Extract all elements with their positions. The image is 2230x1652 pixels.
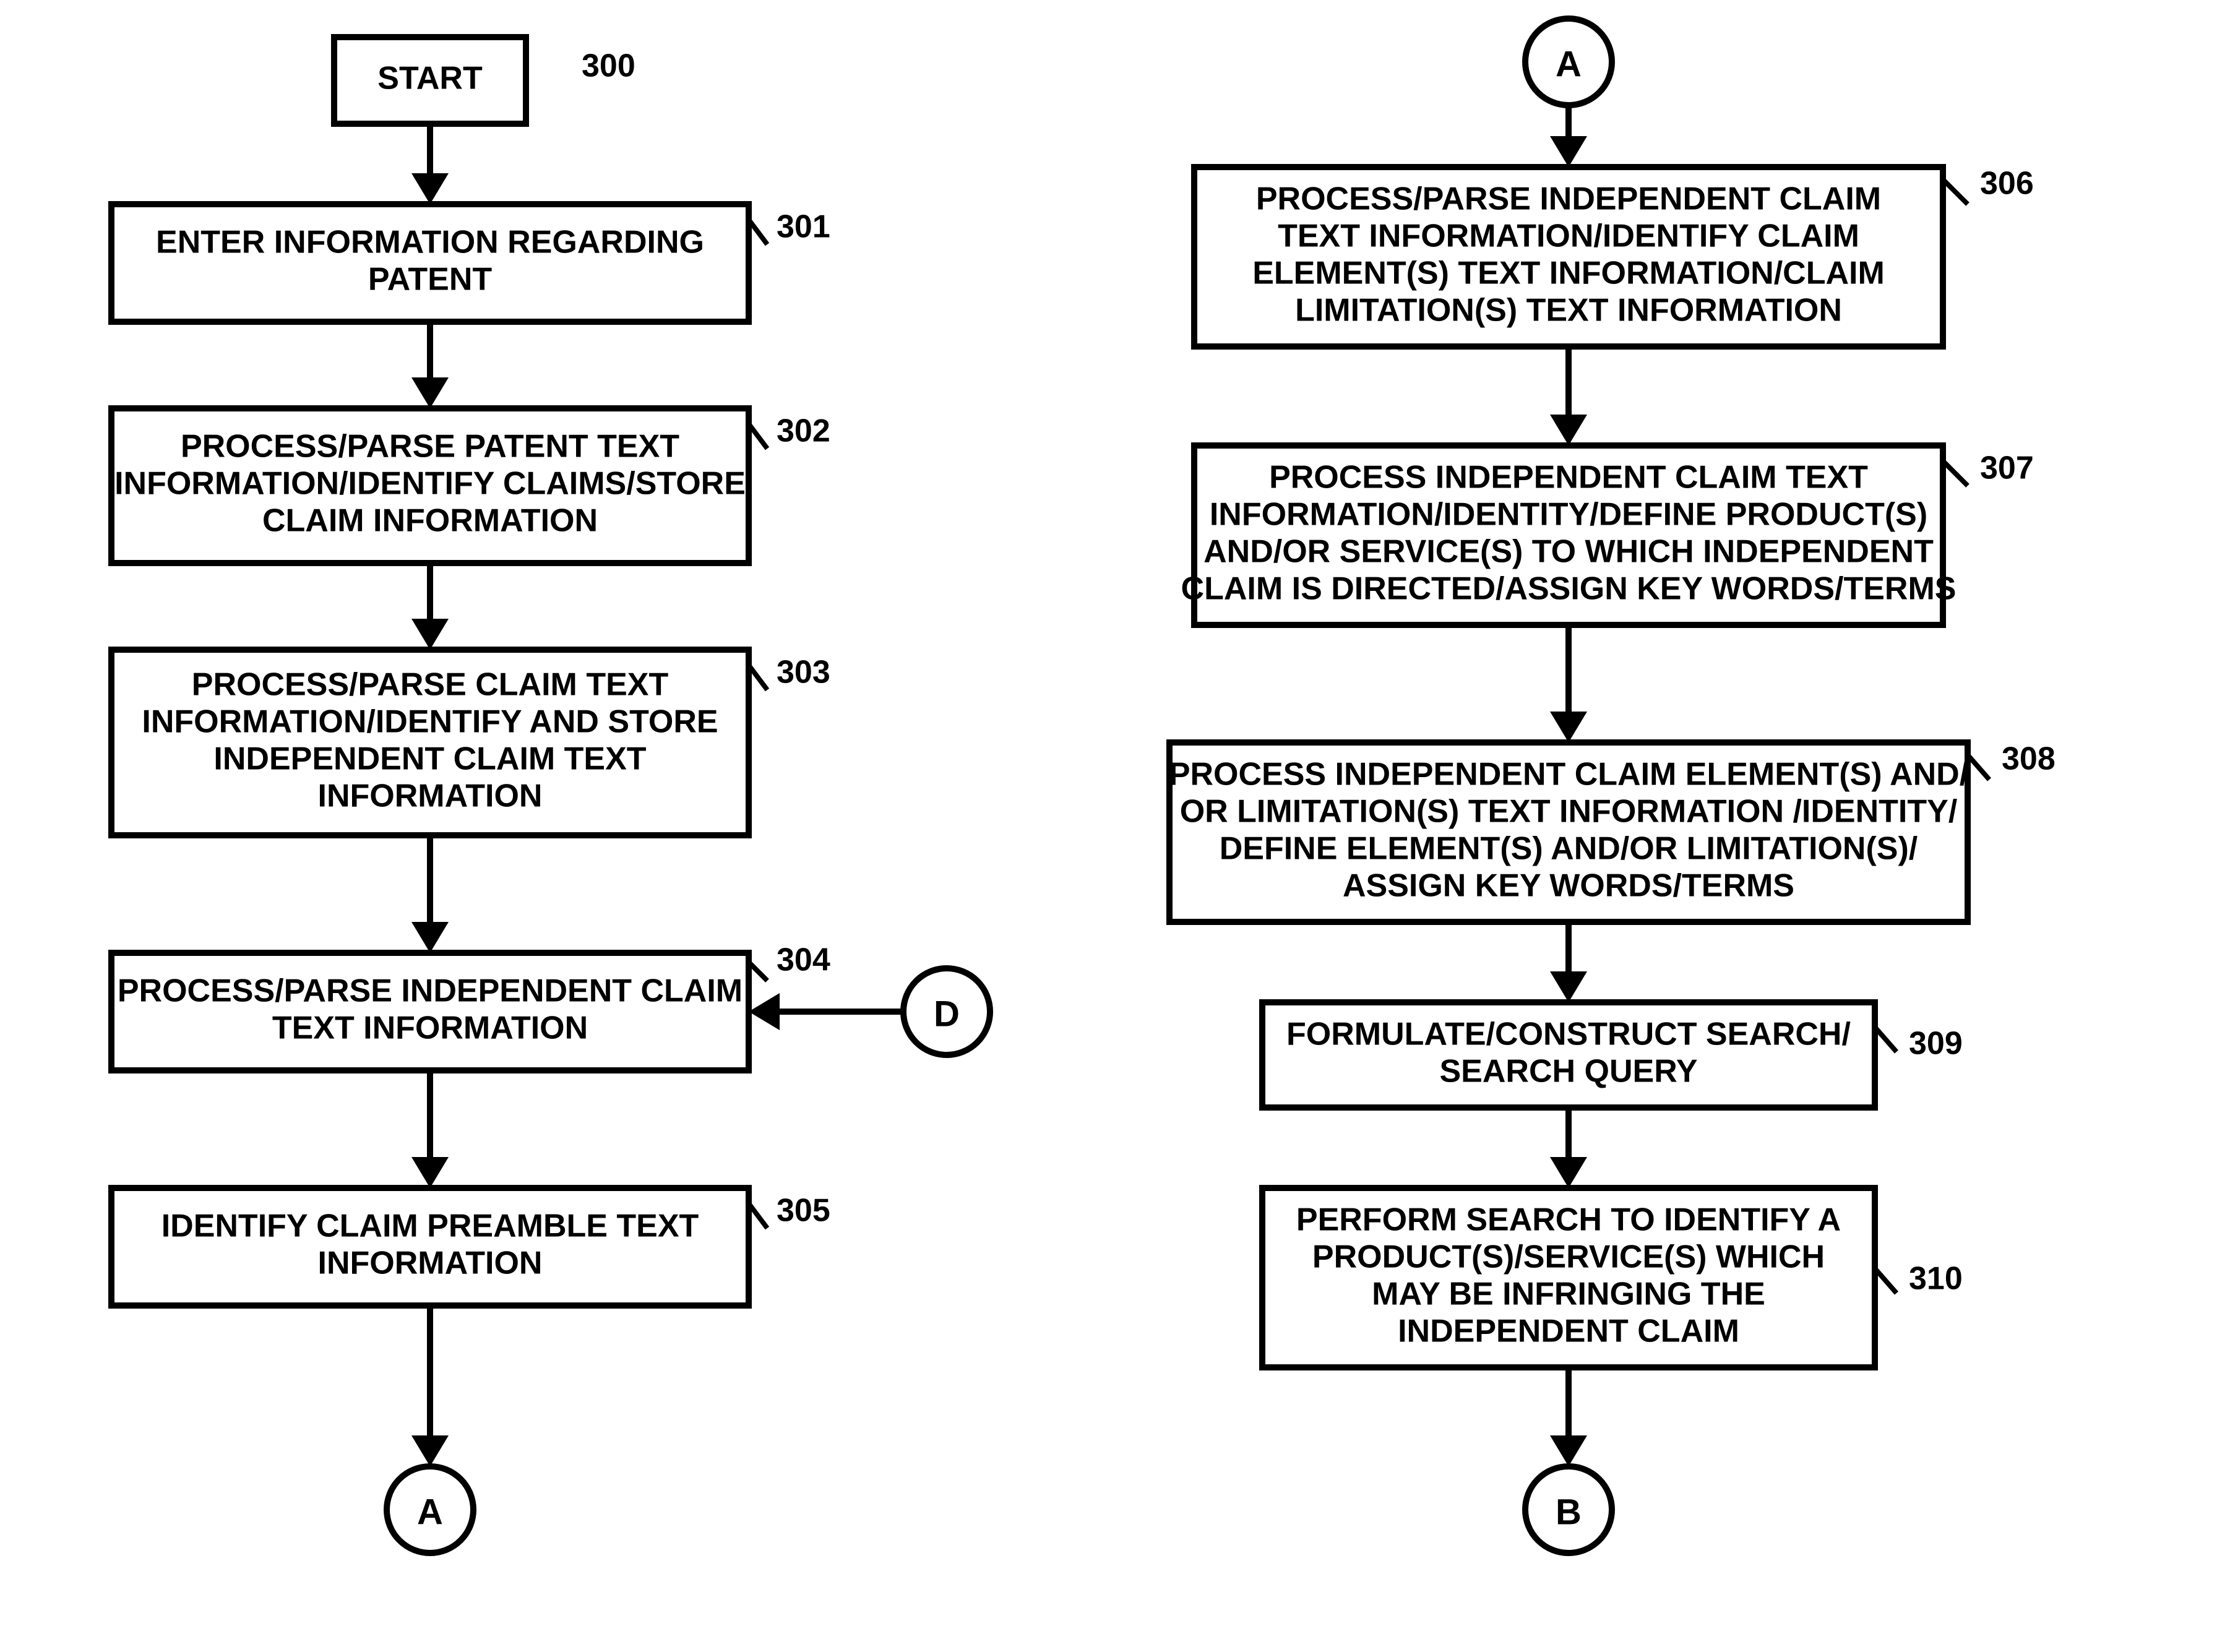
- flow-box-text-b302: CLAIM INFORMATION: [262, 503, 598, 539]
- flow-arrow-head: [1550, 415, 1587, 445]
- flow-box-text-b310: PRODUCT(S)/SERVICE(S) WHICH: [1312, 1239, 1825, 1275]
- ref-label-b302: 302: [777, 413, 830, 449]
- flow-arrow-head: [411, 922, 449, 953]
- ref-label-b308: 308: [2002, 741, 2056, 777]
- flow-box-text-b303: INFORMATION/IDENTIFY AND STORE: [142, 704, 718, 740]
- ref-label-start: 300: [582, 48, 635, 84]
- ref-tick: [1943, 179, 1968, 204]
- flow-arrow-head: [411, 377, 449, 408]
- ref-label-b303: 303: [777, 655, 830, 690]
- flow-box-text-b301: ENTER INFORMATION REGARDING: [156, 225, 704, 260]
- flow-arrow-head: [1550, 971, 1587, 1002]
- flow-box-text-b308: DEFINE ELEMENT(S) AND/OR LIMITATION(S)/: [1220, 831, 1918, 867]
- flow-arrow-head: [1550, 136, 1587, 167]
- flow-box-text-b307: PROCESS INDEPENDENT CLAIM TEXT: [1269, 460, 1868, 496]
- ref-label-b307: 307: [1980, 450, 2034, 486]
- flow-box-text-b310: PERFORM SEARCH TO IDENTIFY A: [1296, 1202, 1841, 1238]
- flow-arrow-head: [411, 619, 449, 650]
- ref-label-b309: 309: [1909, 1026, 1963, 1062]
- flow-box-text-b303: INDEPENDENT CLAIM TEXT: [213, 741, 646, 777]
- flow-box-text-b306: PROCESS/PARSE INDEPENDENT CLAIM: [1256, 181, 1881, 217]
- flow-box-text-b310: MAY BE INFRINGING THE: [1372, 1276, 1765, 1312]
- flow-box-text-b303: INFORMATION: [318, 778, 543, 814]
- flow-arrow-head: [1550, 1157, 1587, 1188]
- ref-label-b301: 301: [777, 209, 830, 245]
- ref-tick: [1875, 1268, 1896, 1293]
- flow-box-text-b308: OR LIMITATION(S) TEXT INFORMATION /IDENT…: [1180, 794, 1958, 830]
- flow-box-text-b304: PROCESS/PARSE INDEPENDENT CLAIM: [118, 973, 743, 1009]
- ref-label-b310: 310: [1909, 1261, 1963, 1297]
- flow-box-text-b307: AND/OR SERVICE(S) TO WHICH INDEPENDENT: [1203, 534, 1934, 570]
- flow-arrow-head: [1550, 712, 1587, 742]
- flow-box-text-b306: ELEMENT(S) TEXT INFORMATION/CLAIM: [1252, 256, 1885, 291]
- flow-box-text-b308: ASSIGN KEY WORDS/TERMS: [1343, 868, 1794, 904]
- flow-box-text-b307: CLAIM IS DIRECTED/ASSIGN KEY WORDS/TERMS: [1181, 571, 1957, 607]
- flow-box-text-b301: PATENT: [368, 262, 493, 298]
- flow-box-text-b302: INFORMATION/IDENTIFY CLAIMS/STORE: [114, 466, 746, 502]
- flow-arrow-head: [411, 173, 449, 204]
- flow-arrow-head: [411, 1435, 449, 1466]
- connector-label-connB: B: [1556, 1492, 1582, 1533]
- ref-tick: [1968, 755, 1989, 780]
- connector-label-connA-top: A: [1556, 45, 1582, 85]
- flow-arrow-head: [1550, 1435, 1587, 1466]
- ref-label-b304: 304: [777, 942, 830, 978]
- flow-arrow-head: [749, 993, 780, 1030]
- ref-label-b305: 305: [777, 1193, 830, 1229]
- flow-box-text-b305: IDENTIFY CLAIM PREAMBLE TEXT: [161, 1208, 699, 1244]
- flow-box-text-b306: LIMITATION(S) TEXT INFORMATION: [1295, 293, 1842, 329]
- flow-box-text-b309: SEARCH QUERY: [1439, 1054, 1697, 1090]
- connector-label-connD: D: [934, 994, 960, 1035]
- flow-box-text-start: START: [377, 61, 483, 97]
- flow-box-text-b305: INFORMATION: [318, 1245, 543, 1281]
- ref-tick: [1943, 461, 1968, 486]
- flow-box-text-b304: TEXT INFORMATION: [272, 1010, 588, 1046]
- flow-box-text-b306: TEXT INFORMATION/IDENTIFY CLAIM: [1278, 218, 1859, 254]
- ref-label-b306: 306: [1980, 166, 2034, 202]
- ref-tick: [1875, 1027, 1896, 1052]
- connector-label-connA-bottom: A: [417, 1492, 443, 1533]
- flow-box-text-b302: PROCESS/PARSE PATENT TEXT: [181, 429, 679, 465]
- flowchart-diagram: START ENTER INFORMATION REGARDINGPATENT PR…: [0, 0, 2230, 1652]
- flow-box-text-b307: INFORMATION/IDENTITY/DEFINE PRODUCT(S): [1210, 497, 1927, 533]
- flow-box-text-b310: INDEPENDENT CLAIM: [1398, 1314, 1739, 1349]
- flow-arrow-head: [411, 1157, 449, 1188]
- flow-box-text-b303: PROCESS/PARSE CLAIM TEXT: [192, 667, 669, 703]
- flow-box-text-b308: PROCESS INDEPENDENT CLAIM ELEMENT(S) AND…: [1169, 757, 1968, 793]
- flow-box-text-b309: FORMULATE/CONSTRUCT SEARCH/: [1286, 1017, 1851, 1052]
